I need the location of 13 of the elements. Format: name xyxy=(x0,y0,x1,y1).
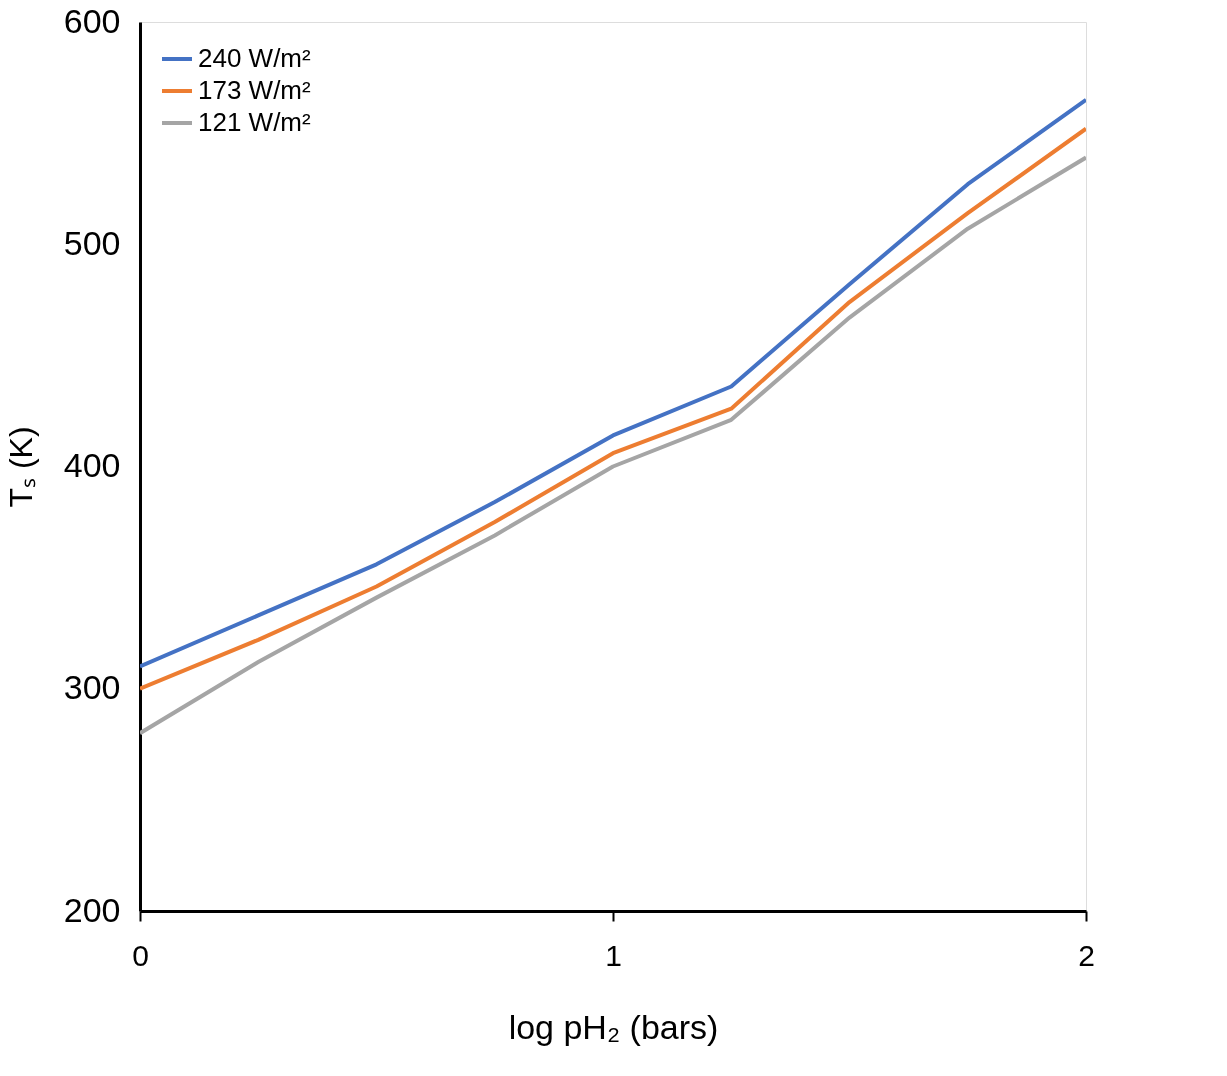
y-tick-label: 300 xyxy=(63,668,121,707)
y-tick-label: 500 xyxy=(63,223,121,262)
legend-label: 240 W/m² xyxy=(198,43,312,73)
y-axis-title: Tₛ (K) xyxy=(2,426,39,508)
y-tick-label: 200 xyxy=(63,890,121,929)
x-tick-label: 0 xyxy=(132,938,149,972)
y-tick-label: 600 xyxy=(63,1,121,40)
legend-label: 121 W/m² xyxy=(198,107,312,137)
x-tick-label: 1 xyxy=(605,938,622,972)
x-axis-title: log pH₂ (bars) xyxy=(508,1007,719,1046)
legend-label: 173 W/m² xyxy=(198,75,312,105)
y-tick-label: 400 xyxy=(63,446,121,484)
x-tick-label: 2 xyxy=(1078,938,1095,972)
